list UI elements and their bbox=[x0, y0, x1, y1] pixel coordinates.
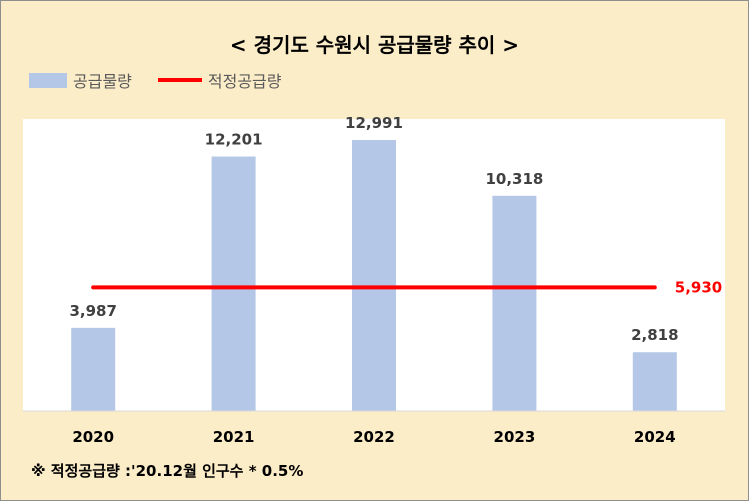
legend-swatch-supply bbox=[29, 72, 67, 88]
legend-item-proper-supply: 적정공급량 bbox=[157, 68, 282, 92]
data-label-2021: 12,201 bbox=[205, 131, 263, 149]
bar-2022 bbox=[352, 140, 396, 411]
legend-item-supply: 공급물량 bbox=[29, 68, 132, 92]
legend: 공급물량 적정공급량 bbox=[29, 67, 308, 93]
chart-title: < 경기도 수원시 공급물량 추이 > bbox=[229, 33, 520, 57]
x-tick-2021: 2021 bbox=[213, 428, 255, 446]
x-tick-2020: 2020 bbox=[72, 428, 114, 446]
bar-2023 bbox=[492, 195, 537, 411]
legend-label-supply: 공급물량 bbox=[73, 72, 132, 91]
x-tick-2023: 2023 bbox=[494, 428, 536, 446]
bar-2021 bbox=[211, 156, 256, 411]
bar-2020 bbox=[71, 327, 116, 411]
data-label-2023: 10,318 bbox=[485, 170, 543, 188]
data-label-2024: 2,818 bbox=[631, 326, 678, 344]
footnote: ※ 적정공급량 :'20.12월 인구수 * 0.5% bbox=[31, 462, 304, 480]
x-tick-2022: 2022 bbox=[353, 428, 395, 446]
x-tick-2024: 2024 bbox=[634, 428, 676, 446]
legend-label-proper-supply: 적정공급량 bbox=[207, 72, 282, 91]
legend-swatch-proper-supply bbox=[157, 78, 202, 82]
data-label-2022: 12,991 bbox=[345, 114, 403, 132]
data-label-2020: 3,987 bbox=[69, 302, 116, 320]
reference-line-label: 5,930 bbox=[675, 278, 722, 296]
bar-2024 bbox=[632, 352, 677, 411]
